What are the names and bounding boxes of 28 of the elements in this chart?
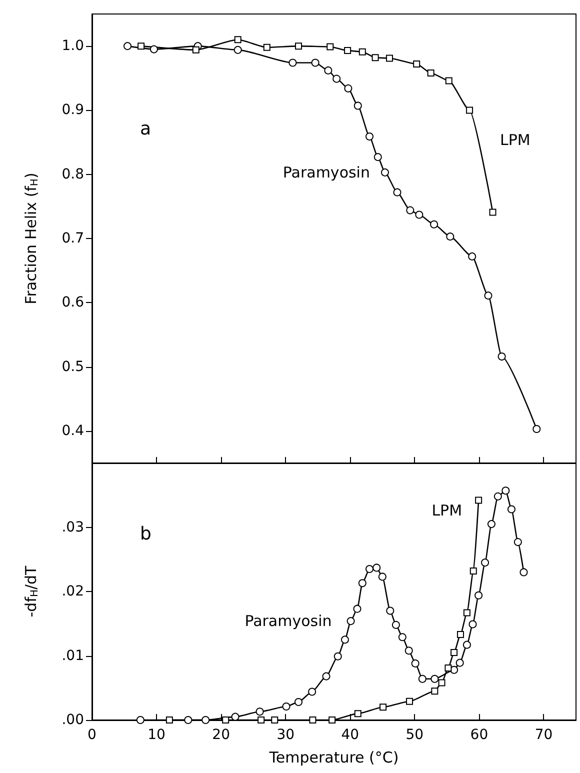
y-tick-label: 1.0 (62, 38, 84, 54)
x-tick-label: 30 (276, 727, 295, 743)
x-tick-label: 20 (212, 727, 230, 743)
y-tick-label: 0.5 (62, 358, 84, 375)
y-tick-label: 0.6 (62, 294, 84, 311)
y-tick-label: 0.9 (62, 102, 84, 118)
series-label: Paramyosin (282, 163, 370, 182)
annotation: a (140, 118, 152, 140)
x-tick-label: 50 (406, 727, 424, 743)
x-tick-label: 40 (341, 727, 360, 743)
x-tick-label: 70 (534, 727, 553, 743)
x-tick-label: 60 (470, 727, 488, 743)
y-tick-label: .01 (62, 648, 84, 664)
y-tick-label: .02 (62, 584, 84, 600)
y-tick-label: 0.8 (62, 166, 84, 182)
y-tick-label: .00 (62, 712, 84, 728)
series-label: LPM (432, 501, 462, 520)
x-tick-label: 10 (148, 727, 166, 743)
x-tick-label: 0 (88, 727, 96, 743)
annotation: b (140, 524, 152, 544)
y-tick-label: 0.4 (62, 422, 84, 439)
series-label: Paramyosin (244, 612, 332, 630)
y-tick-label: .03 (62, 519, 84, 536)
x-axis-title: Temperature (°C) (268, 748, 399, 766)
y-tick-label: 0.7 (62, 230, 84, 246)
series-label: LPM (500, 131, 530, 150)
y-axis-title: -dfH/dT (22, 564, 40, 618)
y-axis-title: Fraction Helix (fH) (22, 172, 40, 304)
